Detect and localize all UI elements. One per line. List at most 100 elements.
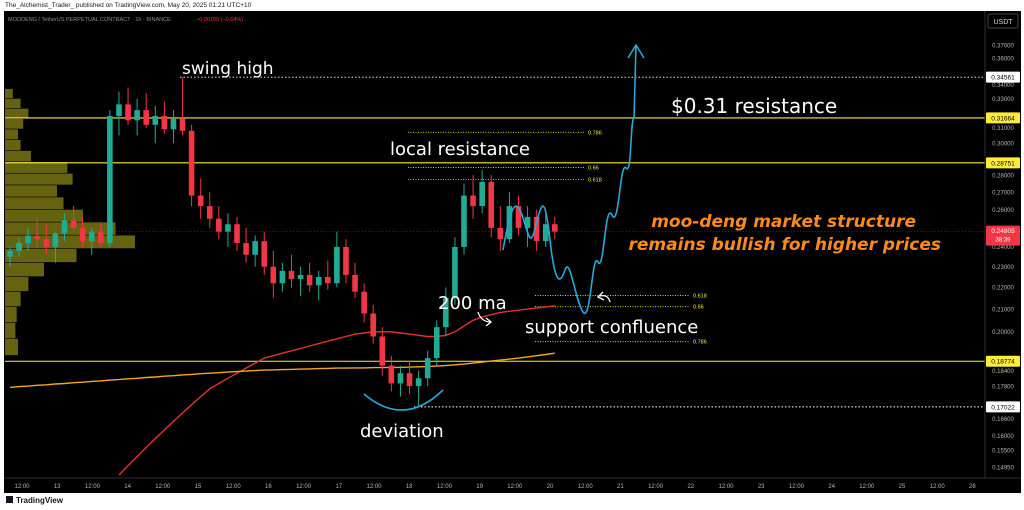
candle-body [433,327,440,359]
symbol-info: MOODENG / TetherUS PERPETUAL CONTRACT · … [8,17,171,23]
x-tick-label: 25 [899,484,906,490]
projection-arrowhead [627,43,645,59]
candle-body [188,130,195,196]
candle-body [61,220,68,234]
x-tick-label: 13 [54,484,61,490]
x-tick-label: 12:00 [507,484,523,490]
candle-body [34,235,41,240]
candle-body [470,195,476,207]
candle-body [88,231,95,242]
annotation: moo-deng market structure [651,212,916,232]
annotation: support confluence [525,317,698,338]
candle-body [506,206,513,240]
candle-body [116,104,122,116]
y-tick-label: 0.17800 [992,384,1014,390]
volume-profile-bar [5,139,21,151]
x-tick-label: 12:00 [437,484,453,490]
level-price-box [986,401,1020,413]
candle-body [488,181,495,228]
candle-body [134,110,140,121]
countdown: 38:39 [995,238,1011,244]
annotation: local resistance [390,139,530,160]
candle-body [70,220,77,228]
volume-profile-bar [5,291,21,307]
candle-body [452,246,458,299]
candle-body [216,218,222,232]
annotation: swing high [182,59,274,79]
x-tick-label: 23 [758,484,765,490]
candle-body [288,270,295,280]
y-tick-label: 0.23000 [992,265,1014,271]
annotation: deviation [360,421,444,442]
y-tick-label: 0.20000 [992,330,1014,336]
moving-average [9,352,555,389]
x-tick-label: 12:00 [366,484,382,490]
volume-profile-bar [5,150,31,162]
candle-body [552,224,558,232]
annotation: remains bullish for higher prices [629,235,941,255]
x-tick-label: 16 [265,484,272,490]
candle-body [16,243,22,251]
fib-label: 0.618 [588,177,602,183]
y-tick-label: 0.34000 [992,83,1014,89]
x-tick-label: 12:00 [226,484,242,490]
level-price-label: 0.34561 [991,75,1015,82]
candle-body [197,195,204,207]
chart-background [4,11,1021,493]
volume-profile-bar [5,306,17,322]
candle-body [406,373,413,387]
candle-body [334,246,340,284]
volume-profile-bar [5,197,64,210]
currency: USDT [993,19,1013,26]
x-tick-label: 12:00 [648,484,664,490]
level-price-box [986,157,1020,169]
price-change: −0.00159 (−0.64%) [196,17,243,23]
x-tick-label: 17 [335,484,342,490]
x-tick-label: 15 [195,484,202,490]
volume-profile-bar [5,173,73,185]
candle-body [25,235,31,244]
candle-body [443,298,449,328]
candle-body [315,276,322,286]
x-tick-label: 18 [406,484,413,490]
candle-body [415,378,422,387]
y-tick-label: 0.31000 [992,126,1014,132]
volume-profile-bar [5,322,16,339]
volume-profile-bar [5,185,57,197]
candle-body [79,227,86,242]
candle-body [279,270,286,284]
x-tick-label: 12:00 [859,484,875,490]
y-tick-label: 0.26000 [992,208,1014,214]
volume-profile-bar [5,276,29,292]
volume-profile-bar [5,209,83,222]
candle-body [261,241,268,267]
candle-body [206,206,213,219]
x-tick-label: 12:00 [85,484,101,490]
level-price-box [986,112,1020,124]
x-tick-label: 12:00 [930,484,946,490]
support-pointer-arrow [596,291,611,303]
last-price-label: 0.24805 [991,228,1015,235]
candle-body [179,118,186,131]
x-tick-label: 20 [547,484,554,490]
x-tick-label: 12:00 [789,484,805,490]
y-tick-label: 0.37000 [992,44,1014,50]
candle-body [152,115,159,125]
volume-profile-bar [5,108,29,119]
volume-profile-bar [5,262,44,277]
volume-profile-bar [5,118,24,129]
candle-body [43,239,50,247]
candle-body [98,231,104,244]
candle-body [143,110,149,125]
x-tick-label: 21 [617,484,624,490]
candle-body [515,206,522,228]
tv-logo [6,496,13,503]
candle-body [107,115,113,244]
x-tick-label: 12:00 [155,484,171,490]
volume-profile-bar [5,338,18,356]
y-tick-label: 0.36000 [992,56,1014,62]
deviation-arc [363,389,444,411]
candle-body [479,181,485,207]
y-tick-label: 0.24000 [992,245,1014,251]
